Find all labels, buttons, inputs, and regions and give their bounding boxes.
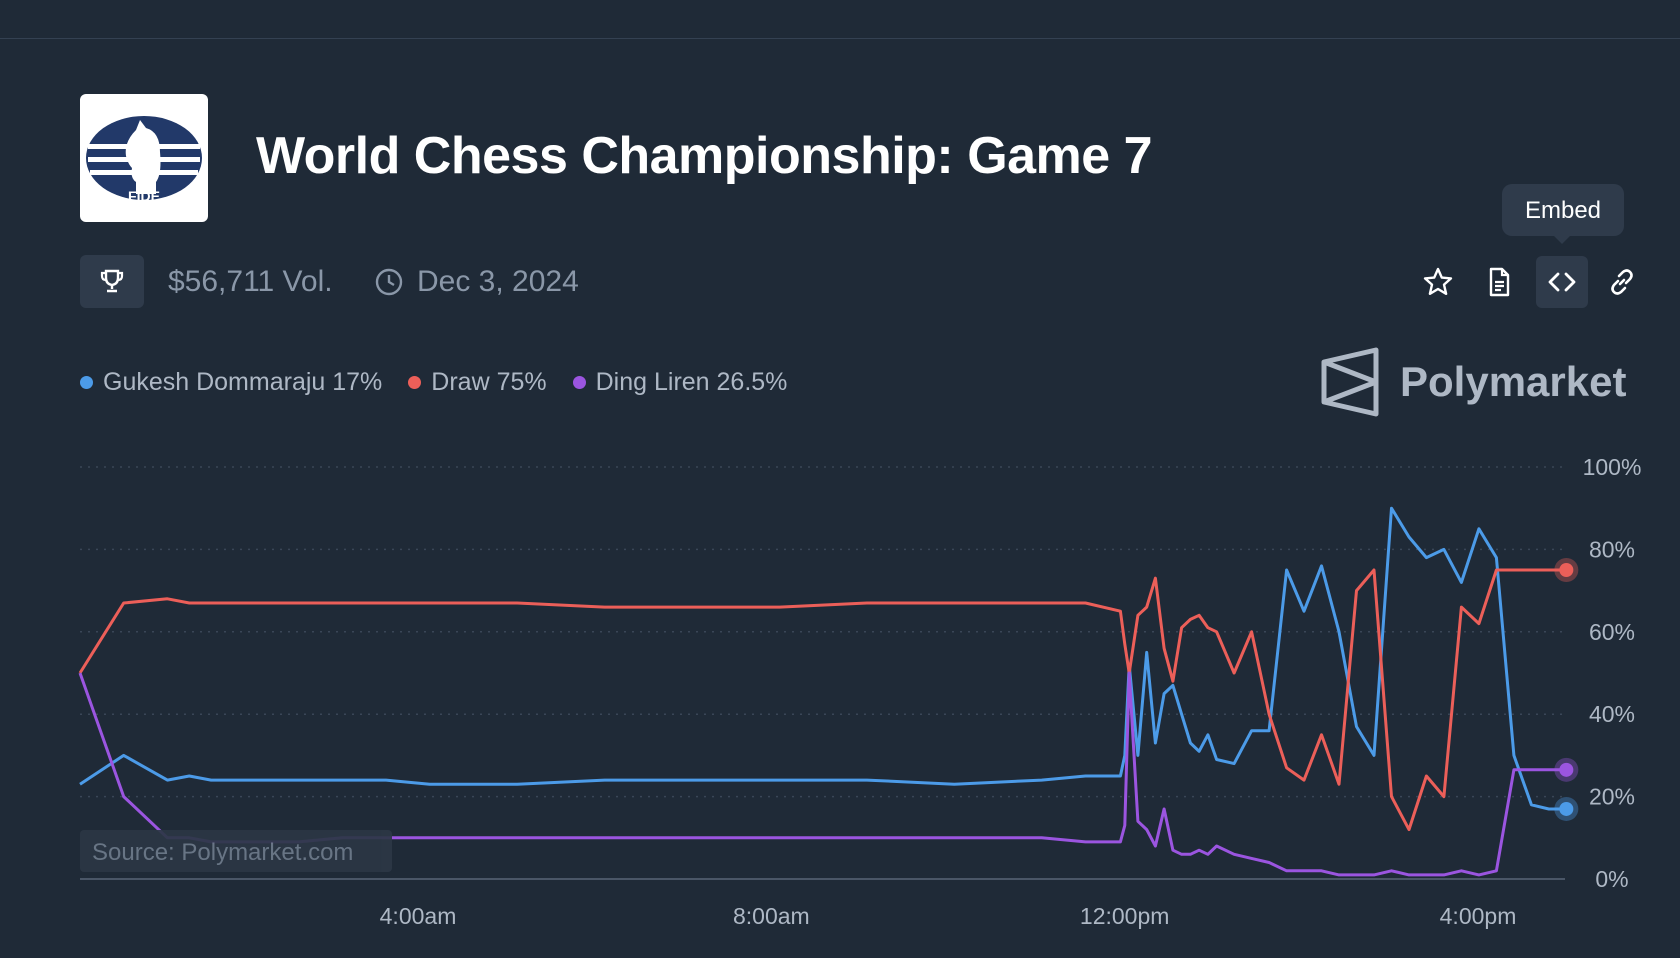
brand-name: Polymarket bbox=[1400, 358, 1627, 405]
legend-label: Draw 75% bbox=[431, 368, 547, 396]
fide-logo-text: FIDE bbox=[128, 188, 160, 204]
embed-button[interactable] bbox=[1536, 256, 1588, 308]
document-icon bbox=[1489, 267, 1510, 297]
x-tick-label: 4:00pm bbox=[1440, 903, 1517, 929]
volume-label: $56,711 Vol. bbox=[168, 265, 333, 298]
x-tick-label: 8:00am bbox=[733, 903, 810, 929]
fide-logo: FIDE bbox=[80, 94, 208, 222]
star-icon bbox=[1423, 267, 1453, 295]
y-tick-label: 0% bbox=[1595, 866, 1628, 892]
code-icon bbox=[1548, 272, 1576, 292]
legend-item-ding[interactable]: Ding Liren 26.5% bbox=[572, 368, 788, 397]
series-line-ding-liren bbox=[78, 671, 1567, 877]
source-label: Source: Polymarket.com bbox=[80, 830, 392, 872]
end-point-marker bbox=[1559, 762, 1574, 777]
price-history-chart[interactable]: 0% 20% 40% 60% 80% 100% 4:00am 8:00am 12:00pm 4:0… bbox=[0, 440, 1680, 958]
end-point-marker bbox=[1559, 801, 1574, 816]
y-tick-label: 20% bbox=[1589, 784, 1635, 810]
x-tick-label: 12:00pm bbox=[1080, 903, 1170, 929]
legend-item-draw[interactable]: Draw 75% bbox=[408, 368, 547, 397]
tooltip-arrow bbox=[1554, 236, 1570, 244]
y-tick-label: 80% bbox=[1589, 536, 1635, 562]
polymarket-brand: Polymarket bbox=[1320, 346, 1626, 418]
legend-dot bbox=[80, 376, 93, 389]
link-icon bbox=[1611, 269, 1633, 295]
y-tick-label: 40% bbox=[1589, 701, 1635, 727]
polymarket-logo-icon bbox=[1321, 347, 1379, 417]
legend-dot bbox=[408, 376, 422, 389]
trophy-icon bbox=[100, 269, 124, 293]
series-line-draw bbox=[78, 568, 1567, 832]
embed-tooltip: Embed bbox=[1502, 184, 1624, 236]
end-point-marker bbox=[1559, 563, 1574, 577]
rules-button[interactable] bbox=[1473, 256, 1525, 308]
legend-label: Gukesh Dommaraju 17% bbox=[103, 368, 383, 396]
series-line-gukesh-dommaraju bbox=[79, 506, 1567, 811]
legend-item-gukesh[interactable]: Gukesh Dommaraju 17% bbox=[80, 368, 382, 397]
copy-link-button[interactable] bbox=[1596, 256, 1648, 308]
chart-legend: Gukesh Dommaraju 17% Draw 75% Ding Liren… bbox=[80, 368, 813, 397]
y-tick-label: 100% bbox=[1583, 454, 1642, 480]
legend-dot bbox=[572, 376, 586, 389]
chess-knight-icon: FIDE bbox=[86, 116, 202, 204]
date-label: Dec 3, 2024 bbox=[417, 265, 579, 298]
x-tick-label: 4:00am bbox=[380, 903, 457, 929]
clock-icon bbox=[375, 268, 403, 296]
top-nav-bar bbox=[0, 0, 1680, 39]
embed-tooltip-label: Embed bbox=[1524, 197, 1602, 224]
y-tick-label: 60% bbox=[1589, 619, 1635, 645]
legend-label: Ding Liren 26.5% bbox=[595, 368, 788, 396]
page-title: World Chess Championship: Game 7 bbox=[256, 127, 1153, 185]
trophy-button[interactable] bbox=[80, 255, 144, 308]
source-text: Source: Polymarket.com bbox=[92, 839, 354, 866]
favorite-button[interactable] bbox=[1412, 256, 1464, 308]
